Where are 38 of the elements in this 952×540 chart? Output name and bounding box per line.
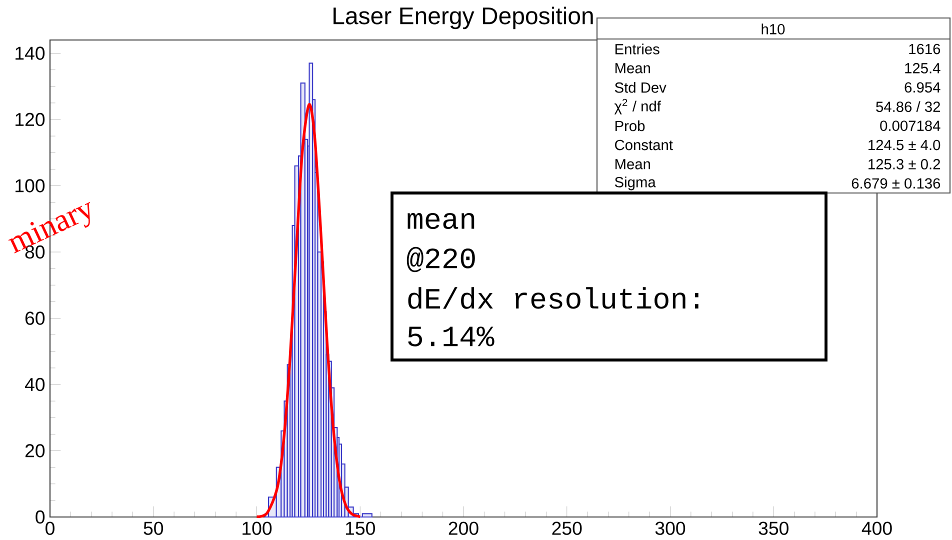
x-tick-label: 250 — [552, 522, 582, 535]
annotation: Sigma — [614, 176, 656, 190]
annotation: 124.5 ± 4.0 — [868, 140, 940, 150]
annotation: Entries — [615, 44, 660, 54]
annotation: Mean — [615, 159, 650, 170]
text: 0.007184 — [880, 120, 940, 131]
y-tick-label: 60 — [25, 312, 45, 325]
x-tick-label: 0 — [46, 522, 54, 535]
annotation: 5.14% — [408, 326, 494, 346]
x-tick-label: 300 — [655, 522, 686, 535]
annotation: mean — [408, 212, 474, 230]
annotation: Mean — [615, 63, 650, 74]
x-tick-label: 50 — [144, 522, 164, 535]
x-tick-label: 100 — [242, 522, 272, 535]
text: 1616 — [909, 44, 940, 54]
text: 125.4 — [905, 63, 940, 74]
annotation: @220 — [406, 246, 475, 272]
text: h10 — [762, 24, 785, 34]
y-tick-label: 120 — [16, 112, 45, 126]
x-tick-label: 200 — [448, 522, 478, 535]
chart-title: Laser Energy Deposition — [334, 6, 593, 30]
annotation: Prob — [615, 120, 645, 132]
y-tick-label: 140 — [16, 46, 45, 60]
text: 6.954 — [904, 82, 940, 93]
annotation: 125.3 ± 0.2 — [868, 159, 940, 170]
y-tick-label: 0 — [36, 510, 45, 524]
y-tick-label: 100 — [16, 179, 45, 192]
x-tick-label: 150 — [346, 522, 375, 535]
annotation: Constant — [615, 140, 673, 150]
annotation: χ$^{2}$ / ndf — [614, 98, 661, 114]
annotation: 54.86 / 32 — [876, 101, 940, 112]
annotation: Std Dev — [614, 82, 666, 93]
annotation: 6.679 ± 0.136 — [852, 178, 940, 189]
y-tick-label: 40 — [24, 378, 45, 392]
x-tick-label: 350 — [758, 522, 788, 535]
y-tick-label: 20 — [25, 444, 45, 458]
annotation: dE/dx resolution: — [408, 287, 698, 309]
x-tick-label: 400 — [862, 522, 892, 535]
